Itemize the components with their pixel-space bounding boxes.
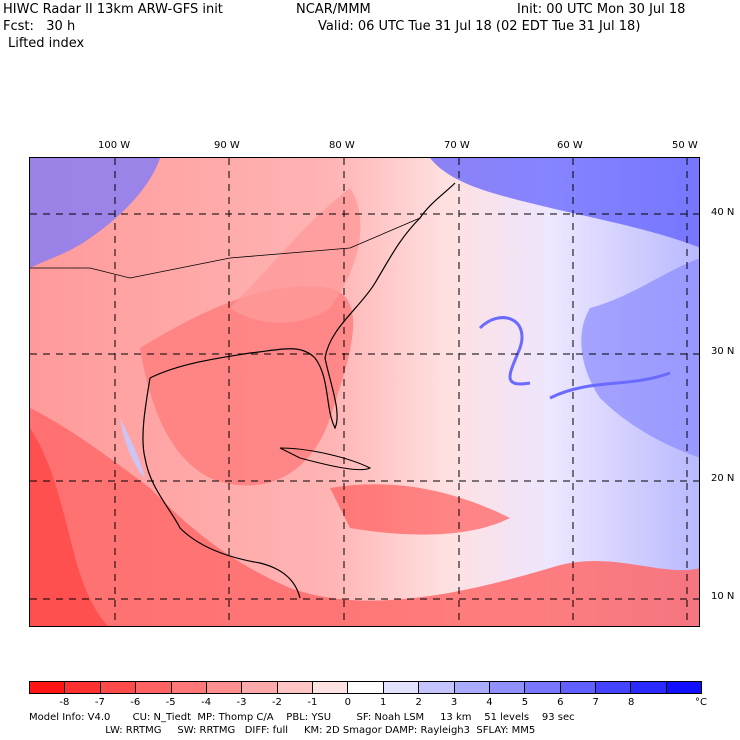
init-time: Init: 00 UTC Mon 30 Jul 18 [517,2,686,17]
lat-lon-grid [30,158,699,626]
colorbar-label: -4 [201,697,212,708]
field-name: Lifted index [8,36,85,51]
unstable-region-east-us [230,188,361,323]
colorbar-box [631,682,667,693]
colorbar-label: 3 [450,697,458,708]
stable-region-northwest [30,158,160,268]
colorbar-label: -7 [94,697,105,708]
lon-label-90w: 90 W [214,140,240,151]
colorbar-unit: °C [695,697,707,708]
colorbar-label: 5 [521,697,529,708]
colorbar-box [171,682,207,693]
colorbar-label: -3 [236,697,247,708]
lat-label-10n: 10 N [711,591,735,602]
unstable-region-gulf [140,286,354,486]
colorbar-label: -6 [130,697,141,708]
colorbar-box [277,682,313,693]
swirl-line-2 [549,371,671,400]
unstable-region-south [30,408,699,626]
colorbar-box [383,682,420,693]
unstable-region-caribbean [330,484,510,535]
colorbar-label: -8 [59,697,70,708]
colorbar-label: 0 [344,697,351,708]
lat-label-30n: 30 N [711,346,735,357]
swirl-line-1 [478,316,531,386]
colorbar-box [419,682,455,693]
coastline-mexico [142,377,301,599]
lon-label-50w: 50 W [672,140,698,151]
lifted-index-map [29,157,700,627]
colorbar-box [525,682,561,693]
model-title: HIWC Radar II 13km ARW-GFS init [3,2,223,17]
colorbar-box [242,682,278,693]
colorbar-box [560,682,596,693]
colorbar [29,681,702,694]
colorbar-box [348,682,384,693]
colorbar-box [313,682,349,693]
lon-label-70w: 70 W [444,140,470,151]
lon-label-100w: 100 W [98,140,131,151]
lat-label-20n: 20 N [711,473,735,484]
colorbar-box [65,682,101,693]
colorbar-label: -5 [165,697,176,708]
colorbar-label: 6 [557,697,564,708]
model-info-line-2: LW: RRTMG SW: RRTMG DIFF: full KM: 2D Sm… [29,725,536,736]
colorbar-label: 2 [415,697,422,708]
lon-label-60w: 60 W [557,140,583,151]
stable-region-central-atlantic [581,258,699,458]
colorbar-box [596,682,632,693]
colorbar-box [100,682,137,693]
colorbar-label: 7 [592,697,599,708]
coastline-cuba [279,447,372,471]
lat-label-40n: 40 N [711,207,735,218]
stable-region-north-atlantic [430,158,699,248]
forecast-hour: Fcst: 30 h [3,19,76,34]
stable-region-mexico [120,418,145,478]
lon-label-80w: 80 W [329,140,355,151]
colorbar-box [666,682,702,693]
colorbar-box [489,682,526,693]
colorbar-label: -1 [307,697,318,708]
source-label: NCAR/MMM [296,2,371,17]
colorbar-label: 8 [627,697,635,708]
unstable-region-pacific [30,428,109,626]
map-canvas [30,158,699,626]
colorbar-box [30,682,66,693]
coastline-us [149,182,456,430]
colorbar-label: -2 [271,697,282,708]
state-borders [30,217,421,279]
model-info-line-1: Model Info: V4.0 CU: N_Tiedt MP: Thomp C… [29,712,575,723]
colorbar-box [206,682,243,693]
valid-time: Valid: 06 UTC Tue 31 Jul 18 (02 EDT Tue … [318,19,641,34]
colorbar-box [136,682,172,693]
colorbar-label: 1 [380,697,387,708]
colorbar-box [454,682,490,693]
colorbar-label: 4 [486,697,493,708]
